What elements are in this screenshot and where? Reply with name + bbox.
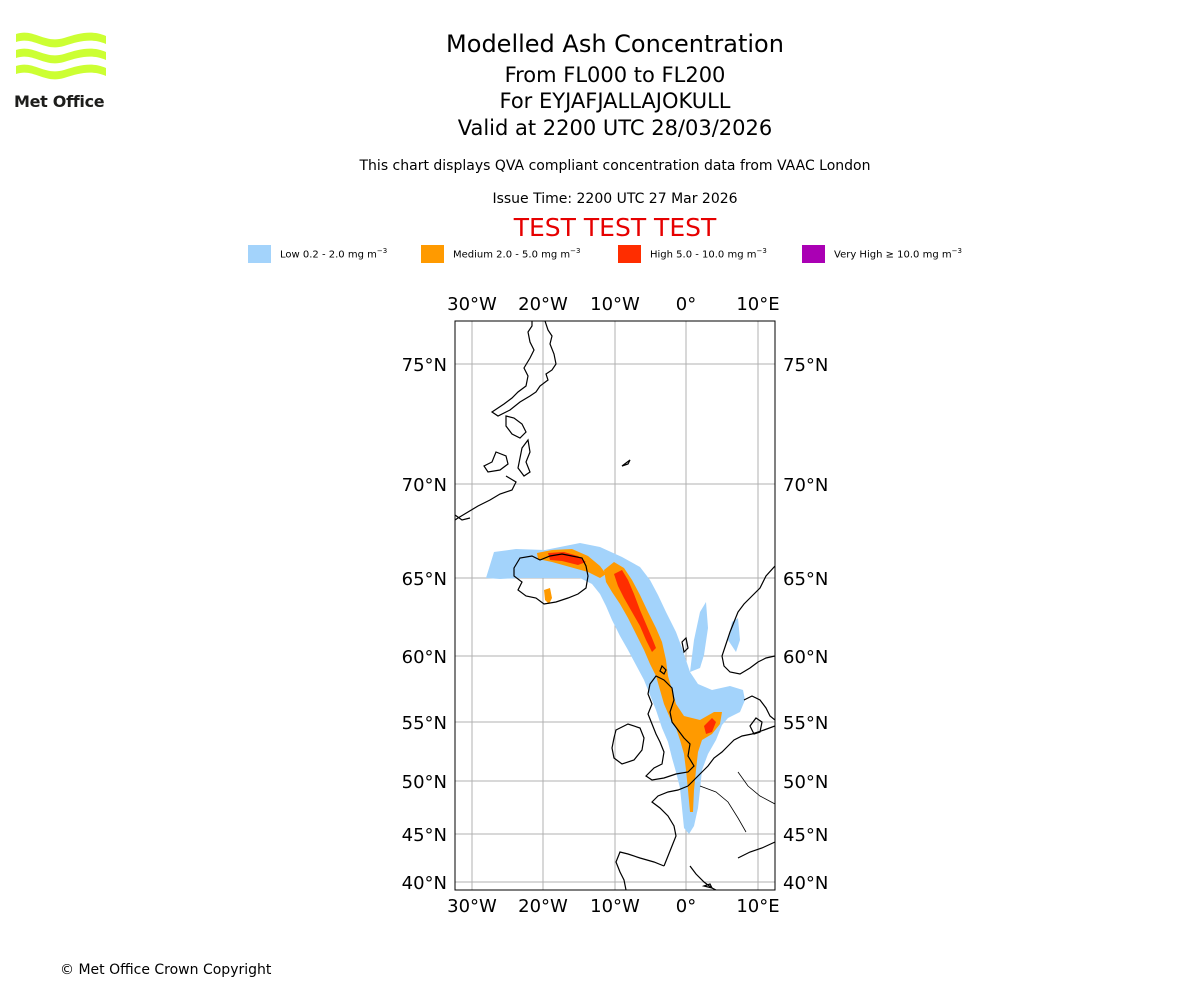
lon-tick-bottom: 10°E bbox=[736, 896, 779, 917]
legend-label-high: High 5.0 - 10.0 mg m bbox=[650, 249, 757, 261]
lat-tick-left: 60°N bbox=[402, 647, 447, 668]
legend-swatch-low bbox=[248, 245, 271, 263]
lat-tick-right: 55°N bbox=[783, 713, 828, 734]
logo-wordmark: Met Office bbox=[14, 92, 105, 111]
lon-tick-top: 10°W bbox=[590, 294, 640, 315]
test-banner: TEST TEST TEST bbox=[513, 213, 717, 242]
legend-label-medium: Medium 2.0 - 5.0 mg m bbox=[453, 249, 571, 261]
lat-tick-right: 70°N bbox=[783, 475, 828, 496]
volcano-name: For EYJAFJALLAJOKULL bbox=[499, 89, 731, 113]
lon-ticks-bottom: 30°W 20°W 10°W 0° 10°E bbox=[447, 896, 779, 917]
lon-tick-bottom: 10°W bbox=[590, 896, 640, 917]
lat-tick-left: 55°N bbox=[402, 713, 447, 734]
lon-tick-bottom: 0° bbox=[676, 896, 696, 917]
lat-tick-left: 40°N bbox=[402, 873, 447, 894]
lat-tick-right: 50°N bbox=[783, 772, 828, 793]
lon-tick-top: 20°W bbox=[518, 294, 568, 315]
lon-tick-bottom: 30°W bbox=[447, 896, 497, 917]
lat-tick-right: 65°N bbox=[783, 569, 828, 590]
legend-swatch-medium bbox=[421, 245, 444, 263]
lat-tick-left: 65°N bbox=[402, 569, 447, 590]
lat-tick-right: 40°N bbox=[783, 873, 828, 894]
lat-tick-right: 45°N bbox=[783, 825, 828, 846]
chart-title: Modelled Ash Concentration bbox=[446, 30, 784, 58]
legend-label-low: Low 0.2 - 2.0 mg m bbox=[280, 249, 377, 261]
met-office-logo bbox=[16, 32, 106, 80]
lon-tick-top: 10°E bbox=[736, 294, 779, 315]
ash-low-area bbox=[486, 543, 745, 834]
legend-item-high: High 5.0 - 10.0 mg m−3 bbox=[618, 244, 767, 264]
legend-label-very-high: Very High ≥ 10.0 mg m bbox=[834, 249, 952, 261]
lat-ticks-left: 75°N 70°N 65°N 60°N 55°N 50°N 45°N 40°N bbox=[402, 355, 447, 894]
issue-time: Issue Time: 2200 UTC 27 Mar 2026 bbox=[492, 191, 738, 207]
lon-tick-top: 0° bbox=[676, 294, 696, 315]
lat-tick-left: 75°N bbox=[402, 355, 447, 376]
coastlines bbox=[455, 321, 775, 890]
lon-tick-bottom: 20°W bbox=[518, 896, 568, 917]
lat-tick-left: 45°N bbox=[402, 825, 447, 846]
flight-level-range: From FL000 to FL200 bbox=[504, 63, 726, 87]
valid-time: Valid at 2200 UTC 28/03/2026 bbox=[457, 116, 773, 140]
legend-item-low: Low 0.2 - 2.0 mg m−3 bbox=[248, 244, 387, 264]
lat-tick-left: 50°N bbox=[402, 772, 447, 793]
lat-tick-left: 70°N bbox=[402, 475, 447, 496]
lon-ticks-top: 30°W 20°W 10°W 0° 10°E bbox=[447, 294, 779, 315]
lat-tick-right: 75°N bbox=[783, 355, 828, 376]
map-frame bbox=[454, 320, 776, 891]
legend-item-very-high: Very High ≥ 10.0 mg m−3 bbox=[802, 244, 962, 264]
lat-ticks-right: 75°N 70°N 65°N 60°N 55°N 50°N 45°N 40°N bbox=[783, 355, 828, 894]
legend-swatch-very-high bbox=[802, 245, 825, 263]
legend-item-medium: Medium 2.0 - 5.0 mg m−3 bbox=[421, 244, 580, 264]
lon-tick-top: 30°W bbox=[447, 294, 497, 315]
chart-description: This chart displays QVA compliant concen… bbox=[359, 158, 871, 174]
legend-swatch-high bbox=[618, 245, 641, 263]
copyright-notice: © Met Office Crown Copyright bbox=[60, 962, 272, 978]
lat-tick-right: 60°N bbox=[783, 647, 828, 668]
